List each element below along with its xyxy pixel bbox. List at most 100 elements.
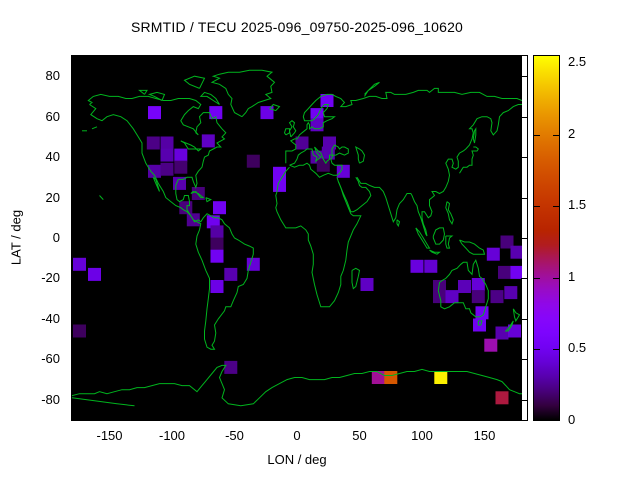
coastline <box>288 120 297 138</box>
coastline <box>437 258 489 318</box>
coastline <box>415 227 431 249</box>
tec-cell <box>160 148 174 162</box>
coastline <box>72 364 522 407</box>
tec-cell <box>224 360 238 374</box>
world-map-heatmap <box>72 69 522 407</box>
tec-cell <box>209 106 223 120</box>
tec-cell <box>323 136 336 150</box>
tec-cell <box>371 371 385 384</box>
colorbar-tick-mark <box>553 134 559 136</box>
colorbar-tick-label: 2.5 <box>568 54 587 69</box>
coastline <box>199 91 220 105</box>
tec-cell <box>146 136 160 150</box>
tec-cell <box>295 136 309 150</box>
tec-cell <box>206 215 220 229</box>
tec-cell <box>458 280 471 293</box>
coastline <box>180 140 203 152</box>
coastline <box>429 249 441 255</box>
colorbar <box>533 55 560 421</box>
colorbar-tick-label: 2 <box>568 125 576 141</box>
tec-cell <box>495 391 509 405</box>
coastline <box>152 176 160 192</box>
tec-cell <box>210 237 224 251</box>
coastline <box>99 195 104 200</box>
tec-cell <box>201 134 215 148</box>
x-axis-title: LON / deg <box>267 452 327 467</box>
coastline <box>91 126 98 130</box>
tec-cell <box>213 201 226 215</box>
tec-cell <box>148 106 161 120</box>
tec-cell <box>224 267 238 281</box>
coastline <box>356 104 522 237</box>
y-tick-label: 40 <box>45 149 60 165</box>
coastline <box>459 239 486 255</box>
tec-cell <box>486 247 500 261</box>
coastline <box>210 69 276 118</box>
y-axis-title: LAT / deg <box>8 209 24 266</box>
coastline <box>147 91 166 101</box>
coastline <box>472 127 477 144</box>
coastline <box>72 397 135 407</box>
tec-cell <box>160 136 174 150</box>
coastline <box>459 146 479 174</box>
y-tick-label: 0 <box>52 230 60 245</box>
coastline <box>205 197 212 203</box>
coastline <box>354 145 366 164</box>
x-tick-label: 0 <box>293 428 301 443</box>
y-tick-label: 80 <box>45 68 60 84</box>
colorbar-tick-mark <box>534 206 540 208</box>
plot-border <box>71 55 528 421</box>
tec-cell <box>360 278 374 291</box>
x-tick-label: 150 <box>473 428 496 443</box>
coastline <box>364 81 380 97</box>
tec-cell <box>504 286 518 300</box>
colorbar-tick-mark <box>553 349 559 351</box>
coastline <box>138 89 148 95</box>
tec-cell <box>508 324 521 338</box>
plot-area <box>72 56 522 420</box>
tec-cell <box>210 249 224 263</box>
coastline <box>337 177 372 213</box>
y-tick-label: -40 <box>41 310 60 326</box>
tec-cell <box>424 259 438 273</box>
colorbar-tick-label: 0.5 <box>568 340 587 356</box>
tec-cell <box>490 290 504 304</box>
colorbar-tick-label: 1.5 <box>568 197 587 213</box>
tec-cell <box>384 371 398 384</box>
tec-cell <box>471 278 485 291</box>
coastline <box>275 166 362 308</box>
tec-cell <box>510 245 522 259</box>
coastline <box>445 235 454 249</box>
tec-cell <box>246 257 260 271</box>
tec-cell <box>174 148 188 162</box>
tec-cell <box>310 108 324 122</box>
coastline <box>289 146 343 178</box>
coastline <box>285 87 522 164</box>
x-tick-label: 100 <box>411 428 433 443</box>
x-tick-label: 50 <box>352 428 367 443</box>
tec-cell <box>336 164 350 178</box>
coastline <box>396 219 401 228</box>
tec-cell <box>148 164 161 178</box>
x-tick-label: -50 <box>225 428 244 443</box>
coastline <box>190 190 205 199</box>
tec-cell <box>433 280 446 293</box>
colorbar-tick-mark <box>553 206 559 208</box>
coastline <box>504 320 514 332</box>
tec-cell <box>260 106 274 120</box>
tec-cell <box>500 235 514 249</box>
tec-cell <box>510 265 522 279</box>
tec-cell <box>434 371 448 384</box>
tec-cell <box>498 265 511 279</box>
colorbar-gradient <box>534 56 559 420</box>
right-border-tick <box>521 238 527 239</box>
tec-cell <box>410 259 424 273</box>
tec-cell <box>471 290 485 304</box>
coastline <box>87 93 254 350</box>
tec-cell <box>160 162 174 176</box>
coastline <box>269 103 281 112</box>
x-tick-label: -150 <box>96 428 123 443</box>
tec-cell <box>273 178 286 192</box>
right-border-tick <box>521 116 527 118</box>
y-tick-label: 20 <box>45 189 60 205</box>
